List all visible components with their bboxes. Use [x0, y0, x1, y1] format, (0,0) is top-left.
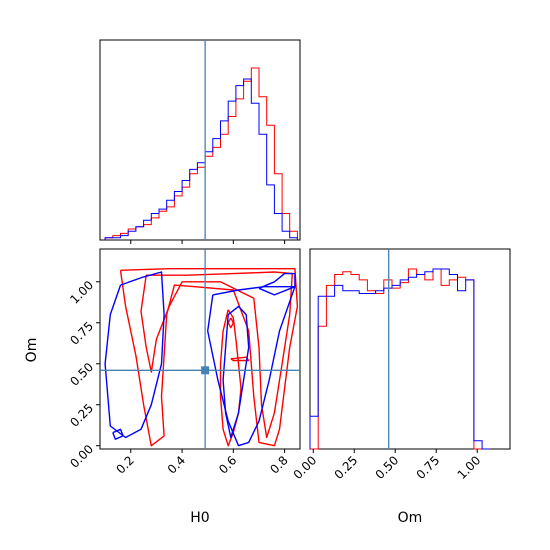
contour-red-3 [230, 356, 250, 362]
om-ytick-label-0: 0.00 [67, 442, 96, 471]
x-axis-label-om: Om [398, 510, 423, 526]
tick-layer: 0.2 0.4 0.6 0.80.00 0.000.250.250.500.500.75… [67, 240, 483, 482]
x-axis-label-h0: H0 [190, 510, 209, 526]
hist-om-red-series [310, 268, 491, 450]
scatter-frame [99, 248, 301, 450]
hist-om-blue-series [309, 268, 491, 450]
h0-xtick-label-1: 0.4 [165, 453, 188, 476]
om-ytick-label-3: 0.75 [67, 319, 96, 348]
hist-om-layer [309, 249, 491, 450]
truth-point-marker [201, 366, 210, 375]
hist-h0-red-series [104, 67, 298, 240]
om-ytick-label-4: 1.00 [67, 278, 96, 307]
om-xtick-label-1: 0.25 [332, 453, 361, 482]
hist-om-frame [309, 248, 511, 450]
contour-red-4 [227, 317, 235, 329]
contour-blue-4 [258, 272, 296, 296]
hist-h0-frame [99, 39, 301, 241]
contour-blue-2 [222, 305, 250, 439]
h0-xtick-label-0: 0.2 [113, 453, 136, 476]
om-xtick-label-0: 0.00 [291, 453, 320, 482]
contour-red-0 [119, 268, 299, 447]
hist-h0-blue-series [104, 78, 298, 240]
y-axis-label-om: Om [24, 338, 40, 363]
contour-layer [100, 249, 300, 449]
h0-xtick-label-3: 0.8 [267, 453, 290, 476]
contour-blue-3 [112, 428, 124, 440]
om-xtick-label-2: 0.50 [373, 453, 402, 482]
h0-xtick-label-2: 0.6 [216, 453, 239, 476]
om-ytick-label-2: 0.50 [67, 360, 96, 389]
contour-red-1 [140, 271, 293, 439]
hist-h0-layer [104, 40, 298, 240]
contour-blue-0 [104, 271, 165, 439]
om-xtick-label-4: 1.00 [455, 453, 484, 482]
om-xtick-label-3: 0.75 [414, 453, 443, 482]
om-ytick-label-1: 0.25 [67, 401, 96, 430]
